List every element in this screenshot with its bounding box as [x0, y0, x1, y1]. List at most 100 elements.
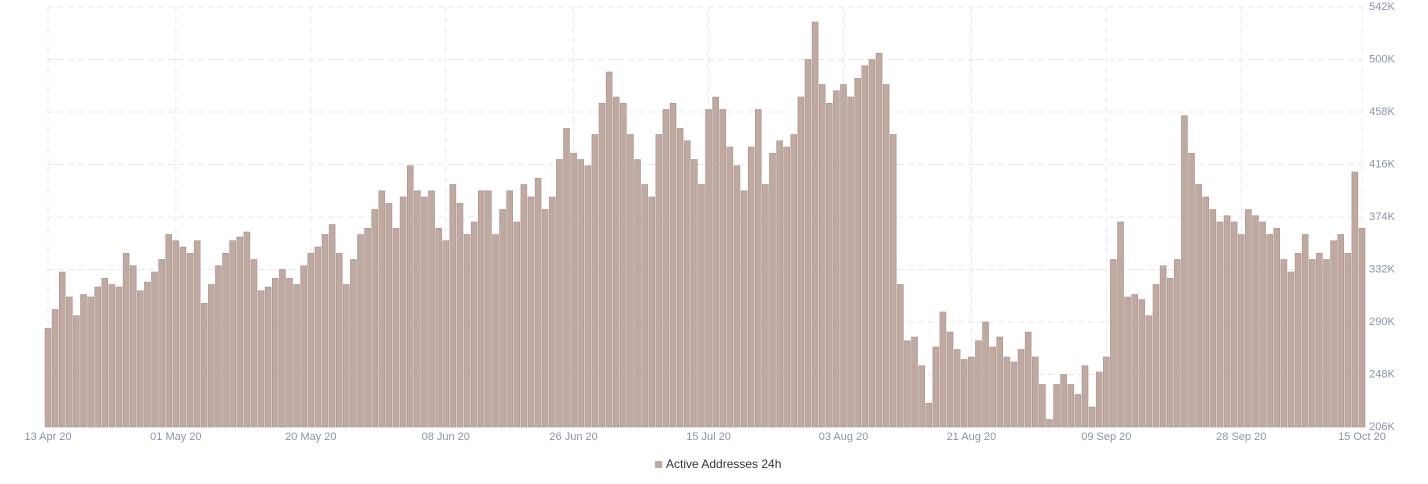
bar [591, 134, 599, 428]
bar [1145, 315, 1153, 428]
bar [804, 59, 812, 428]
bar [960, 359, 968, 428]
y-tick-label: 248K [1369, 368, 1395, 380]
bar [1174, 259, 1181, 428]
bar [762, 184, 769, 428]
bar [1202, 196, 1210, 428]
bar [1010, 361, 1018, 428]
y-tick-label: 458K [1369, 106, 1395, 118]
bar [463, 234, 471, 428]
bar [740, 190, 748, 428]
bar [911, 336, 918, 428]
bar [328, 224, 336, 428]
bar [1046, 419, 1053, 428]
bar [655, 134, 663, 428]
bar [144, 281, 151, 428]
bar [94, 286, 102, 428]
bar [506, 190, 513, 428]
bar [193, 240, 201, 428]
y-tick-label: 542K [1369, 1, 1395, 13]
bar [1031, 356, 1039, 428]
bar [726, 146, 734, 428]
bar [307, 252, 315, 428]
bar [1358, 227, 1366, 428]
bar [1237, 234, 1245, 428]
bar [1138, 299, 1146, 428]
bar [236, 236, 244, 428]
bar [818, 84, 826, 428]
bar [975, 340, 982, 428]
bar [1351, 171, 1359, 428]
bar [982, 321, 989, 428]
bar [946, 331, 954, 428]
bar [1152, 284, 1160, 428]
bar [875, 52, 883, 428]
bar [73, 315, 80, 428]
bar [1117, 221, 1124, 428]
x-tick-label: 09 Sep 20 [1081, 431, 1131, 443]
bar [442, 240, 450, 428]
bar [1110, 259, 1117, 428]
bar [648, 196, 656, 428]
y-tick-label: 500K [1369, 53, 1395, 65]
bar [989, 346, 996, 428]
x-tick-label: 26 Jun 20 [549, 431, 597, 443]
bar [272, 277, 279, 428]
bar [747, 146, 755, 428]
bar [1181, 115, 1188, 428]
bar [1195, 184, 1202, 428]
x-tick-label: 13 Apr 20 [24, 431, 71, 443]
bar [918, 365, 925, 428]
bar [1266, 234, 1273, 428]
bar [513, 221, 521, 428]
bar [1166, 277, 1174, 428]
bar [1081, 365, 1089, 428]
bar [676, 127, 684, 428]
bar [1344, 252, 1352, 428]
bar [208, 284, 215, 428]
bar [122, 252, 130, 428]
bar [243, 231, 251, 428]
bar [470, 221, 478, 428]
bar [200, 302, 208, 428]
bar [847, 96, 854, 428]
bar [1039, 384, 1046, 428]
bar [300, 265, 307, 428]
bar [1287, 271, 1295, 428]
bar [364, 227, 371, 428]
y-tick-label: 290K [1369, 316, 1395, 328]
bar [58, 271, 66, 428]
bar [1067, 384, 1075, 428]
bar [371, 209, 379, 428]
bar [605, 71, 613, 428]
bar [343, 284, 350, 428]
bar [1330, 240, 1337, 428]
bar [1124, 296, 1131, 428]
bar [939, 311, 947, 428]
bar [186, 252, 194, 428]
bar [1273, 227, 1281, 428]
bar [293, 284, 300, 428]
bar [392, 227, 400, 428]
bar [421, 196, 428, 428]
bar [1223, 215, 1231, 428]
bar [51, 309, 59, 428]
x-tick-label: 28 Sep 20 [1216, 431, 1266, 443]
bar [1216, 221, 1224, 428]
bar [683, 140, 691, 428]
bar [406, 165, 414, 428]
bar [1323, 259, 1330, 428]
bar [215, 265, 222, 428]
bar [1003, 356, 1011, 428]
bar [1131, 294, 1138, 428]
bar [399, 196, 407, 428]
bar [854, 77, 861, 428]
bar [563, 127, 570, 428]
bar [570, 152, 577, 428]
bar [925, 402, 933, 428]
x-tick-label: 20 May 20 [285, 431, 336, 443]
bar [264, 286, 272, 428]
bar [968, 356, 975, 428]
bar [1088, 406, 1096, 428]
bar [1209, 209, 1217, 428]
